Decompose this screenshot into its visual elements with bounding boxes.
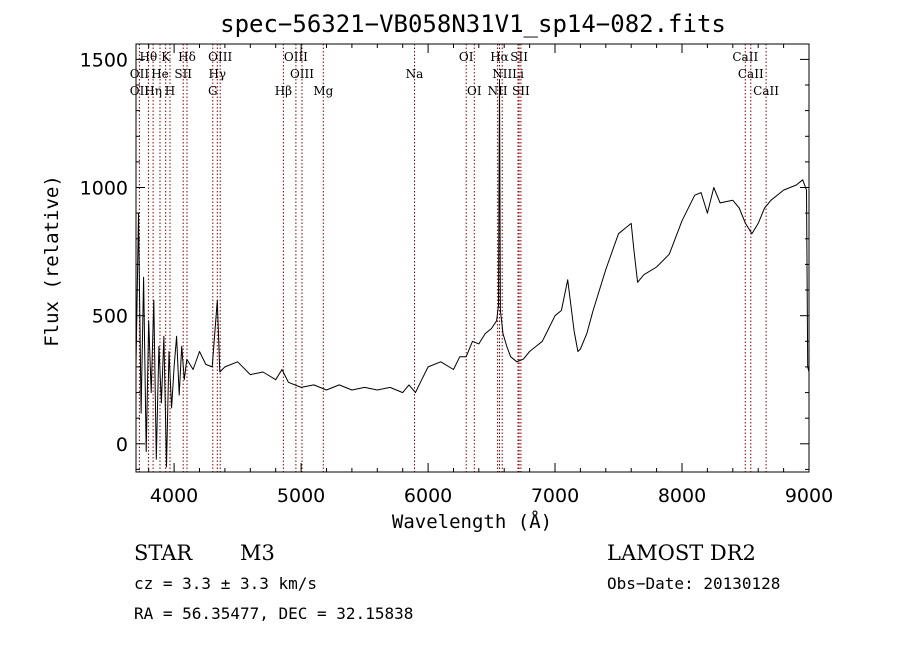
object-subclass: M3: [240, 541, 275, 565]
x-tick-label-3: 7000: [531, 485, 579, 507]
line-label-14: Na: [406, 67, 424, 81]
survey-name: LAMOST DR2: [607, 541, 756, 565]
line-label-3: OIII: [208, 50, 232, 64]
line-label-0: Hθ: [140, 50, 158, 64]
x-axis-title: Wavelength (Å): [392, 510, 552, 533]
coordinates-text: RA = 56.35477, DEC = 32.15838: [134, 604, 413, 623]
line-label-26: SII: [512, 84, 530, 98]
plot-frame: [135, 43, 810, 473]
line-label-16: Li: [512, 67, 524, 81]
axis-ticks: 4000 5000 6000 7000 8000 9000 0 500 1000 1500: [80, 44, 833, 507]
line-label-4: OIII: [284, 50, 308, 64]
x-tick-label-1: 5000: [277, 485, 325, 507]
y-tick-label-3: 1500: [80, 49, 128, 71]
y-tick-label-0: 0: [116, 434, 128, 456]
x-tick-label-5: 9000: [785, 485, 833, 507]
line-label-25: NII: [488, 84, 508, 98]
line-label-21: G: [208, 84, 218, 98]
line-label-7: SII: [510, 50, 528, 64]
line-label-17: CaII: [738, 67, 764, 81]
line-label-12: Hγ: [208, 67, 226, 81]
line-label-10: He: [151, 67, 169, 81]
y-tick-label-2: 1000: [80, 178, 128, 200]
line-label-13: OIII: [290, 67, 314, 81]
y-tick-label-1: 500: [92, 306, 128, 328]
x-tick-label-0: 4000: [150, 485, 198, 507]
line-label-27: CaII: [753, 84, 779, 98]
line-label-20: H: [165, 84, 175, 98]
line-label-1: K: [161, 50, 171, 64]
line-label-8: CaII: [732, 50, 758, 64]
y-axis-title: Flux (relative): [41, 175, 63, 347]
line-label-22: Hβ: [275, 84, 292, 98]
emission-line-markers: [138, 44, 767, 472]
x-tick-label-4: 8000: [658, 485, 706, 507]
chart-title: spec−56321−VB058N31V1_sp14−082.fits: [220, 10, 726, 38]
line-label-19: Hη: [144, 84, 162, 98]
obs-date-text: Obs−Date: 20130128: [607, 574, 780, 593]
line-label-15: NII: [492, 67, 512, 81]
spectrum-series: [136, 79, 809, 468]
line-label-24: OI: [467, 84, 482, 98]
line-label-18: OII: [130, 84, 150, 98]
line-label-9: OII: [130, 67, 150, 81]
object-class: STAR: [134, 541, 193, 565]
x-tick-label-2: 6000: [404, 485, 452, 507]
line-label-2: Hδ: [178, 50, 196, 64]
line-label-5: OI: [459, 50, 474, 64]
redshift-text: cz = 3.3 ± 3.3 km/s: [134, 574, 317, 593]
line-label-11: SII: [174, 67, 192, 81]
line-label-23: Mg: [313, 84, 333, 98]
line-label-6: Hα: [490, 50, 509, 64]
spectrum-line: [136, 79, 809, 468]
